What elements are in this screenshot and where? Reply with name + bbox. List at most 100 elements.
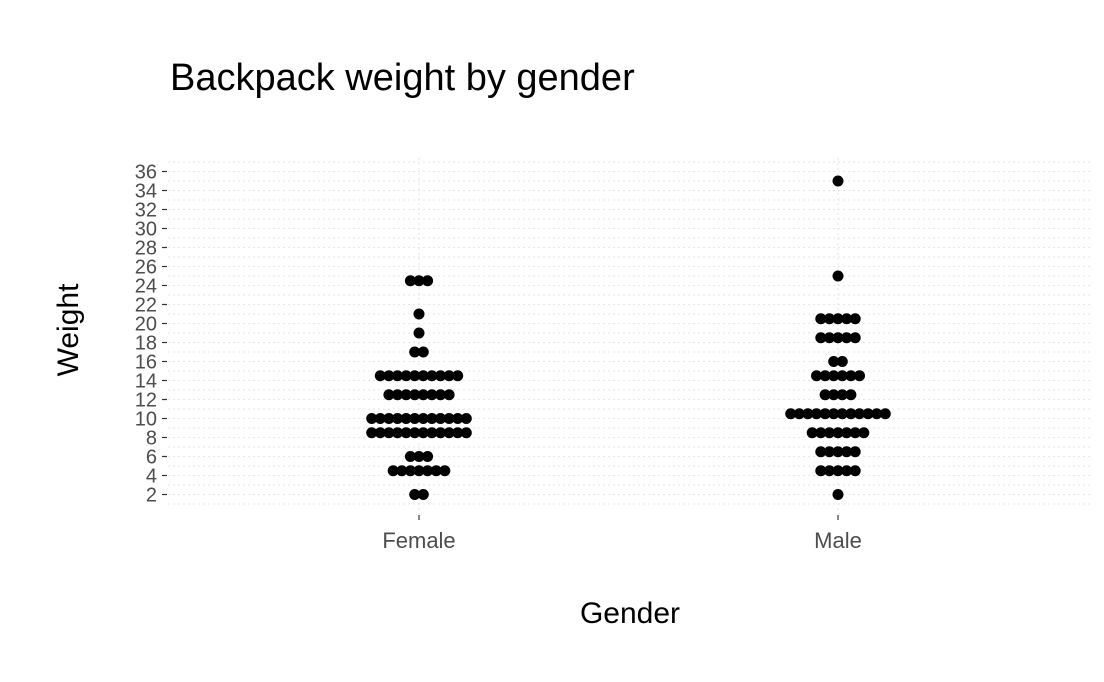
- data-dots: [366, 175, 891, 500]
- data-dot-male: [815, 446, 827, 458]
- data-dot-female: [443, 370, 455, 382]
- data-dot-male: [793, 408, 805, 420]
- y-tick-label: 18: [135, 333, 157, 355]
- data-dot-male: [806, 427, 818, 439]
- data-dot-female: [430, 465, 442, 477]
- data-dot-female: [443, 427, 455, 439]
- y-tick-label: 8: [146, 428, 157, 450]
- gridlines: [168, 158, 1092, 514]
- data-dot-male: [849, 313, 861, 325]
- data-dot-male: [841, 313, 853, 325]
- y-tick-label: 10: [135, 409, 157, 431]
- data-dot-female: [404, 465, 416, 477]
- data-dot-female: [383, 427, 395, 439]
- data-dot-male: [828, 356, 840, 367]
- data-dot-male: [854, 408, 865, 420]
- data-dot-male: [849, 332, 861, 344]
- data-dot-male: [862, 408, 874, 420]
- data-dot-male: [785, 408, 797, 420]
- data-dot-male: [832, 332, 844, 344]
- y-tick-label: 36: [135, 162, 157, 184]
- data-dot-male: [854, 370, 865, 382]
- data-dot-male: [815, 313, 827, 325]
- data-dot-female: [426, 389, 438, 401]
- data-dot-male: [832, 446, 844, 458]
- data-dot-female: [417, 427, 429, 439]
- data-dot-male: [832, 465, 844, 477]
- y-tick-label: 22: [135, 295, 157, 317]
- data-dot-male: [828, 408, 840, 420]
- data-dot-male: [841, 465, 853, 477]
- data-dot-female: [417, 346, 429, 358]
- data-dot-female: [413, 327, 425, 339]
- data-dot-female: [435, 389, 446, 401]
- data-dot-female: [409, 489, 421, 500]
- data-dot-male: [858, 427, 870, 439]
- y-tick-label: 2: [146, 485, 157, 507]
- data-dot-female: [413, 308, 425, 320]
- data-dot-male: [836, 408, 848, 420]
- y-axis-title: Weight: [52, 283, 85, 376]
- y-tick-label: 4: [146, 466, 157, 488]
- data-dot-female: [387, 465, 399, 477]
- y-tick-label: 16: [135, 352, 157, 374]
- data-dot-male: [823, 446, 835, 458]
- data-dot-male: [811, 370, 822, 382]
- y-tick-label: 28: [135, 238, 157, 260]
- data-dot-female: [392, 389, 403, 401]
- y-tick-label: 24: [135, 276, 157, 298]
- data-dot-male: [828, 370, 840, 382]
- data-dot-male: [828, 389, 840, 401]
- data-dot-female: [383, 413, 395, 424]
- data-dot-female: [396, 465, 408, 477]
- data-dot-male: [811, 408, 822, 420]
- data-dot-male: [849, 446, 861, 458]
- data-dot-male: [849, 427, 861, 439]
- data-dot-male: [849, 465, 861, 477]
- data-dot-female: [409, 413, 421, 424]
- data-dot-male: [832, 489, 844, 500]
- data-dot-male: [815, 332, 827, 344]
- data-dot-female: [417, 370, 429, 382]
- data-dot-female: [400, 427, 412, 439]
- data-dot-female: [443, 413, 455, 424]
- x-tick-label: Male: [814, 528, 862, 553]
- data-dot-male: [823, 427, 835, 439]
- data-dot-male: [836, 389, 848, 401]
- data-dot-female: [417, 413, 429, 424]
- y-tick-label: 14: [135, 371, 157, 393]
- data-dot-female: [426, 413, 438, 424]
- data-dot-female: [413, 465, 425, 477]
- data-dot-male: [871, 408, 883, 420]
- data-dot-male: [815, 465, 827, 477]
- data-dot-female: [400, 370, 412, 382]
- data-dot-female: [366, 427, 378, 439]
- data-dot-male: [845, 370, 857, 382]
- data-dot-male: [802, 408, 814, 420]
- data-dot-male: [819, 408, 831, 420]
- data-dot-female: [435, 427, 446, 439]
- data-dot-female: [452, 370, 464, 382]
- y-tick-label: 34: [135, 181, 157, 203]
- data-dot-female: [422, 465, 434, 477]
- y-tick-label: 32: [135, 200, 157, 222]
- data-dot-female: [409, 370, 421, 382]
- data-dot-male: [819, 370, 831, 382]
- data-dot-female: [392, 427, 403, 439]
- data-dot-male: [823, 465, 835, 477]
- data-dot-male: [836, 356, 848, 367]
- data-dot-female: [460, 427, 472, 439]
- data-dot-male: [823, 313, 835, 325]
- data-dot-female: [383, 389, 395, 401]
- data-dot-female: [409, 427, 421, 439]
- data-dot-female: [426, 427, 438, 439]
- y-tick-label: 20: [135, 314, 157, 336]
- data-dot-female: [435, 370, 446, 382]
- y-tick-label: 12: [135, 390, 157, 412]
- data-dot-female: [460, 413, 472, 424]
- data-dot-female: [392, 413, 403, 424]
- data-dot-male: [841, 332, 853, 344]
- data-dot-male: [819, 389, 831, 401]
- data-dot-male: [879, 408, 891, 420]
